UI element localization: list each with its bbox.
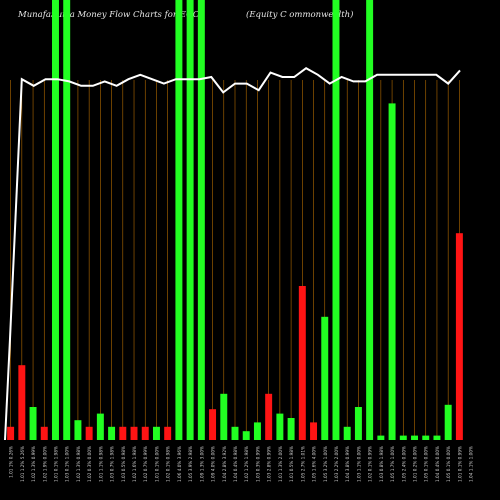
money-flow-bar <box>130 426 138 440</box>
money-flow-bar <box>310 422 318 440</box>
x-tick-label: 1.03 0.1% 1.00% <box>65 446 70 482</box>
money-flow-bar <box>399 435 407 440</box>
money-flow-bar <box>141 426 149 440</box>
x-tick-label: 1.02 0.1% 0.98% <box>166 446 171 482</box>
money-flow-bar <box>96 413 104 440</box>
money-flow-bar <box>321 316 329 440</box>
x-tick-label: 1.01 1.3% 2.00% <box>278 446 283 482</box>
x-tick-label: 1.02 0.1% 0.99% <box>368 446 373 482</box>
x-tick-label: 1.03 0.7% 1.98% <box>110 446 115 482</box>
x-tick-label: 1.02 0.7% 0.99% <box>143 446 148 482</box>
x-tick-label: 1.02 1.6% 1.98% <box>132 446 137 482</box>
x-tick-label: 1.01 0.1% 1.98% <box>53 446 58 482</box>
x-tick-label: 1.02 0.3% 0.00% <box>87 446 92 482</box>
money-flow-bar <box>175 0 183 440</box>
money-flow-bar <box>455 233 463 440</box>
money-flow-bar <box>242 431 250 440</box>
money-flow-bar <box>209 409 217 440</box>
money-flow-bar <box>108 426 116 440</box>
x-tick-label: 1.01 1.1% 0.98% <box>98 446 103 482</box>
x-tick-label: 1.09 4.0% 0.00% <box>211 446 216 482</box>
money-flow-bar <box>265 393 273 440</box>
x-tick-label: 1.03 0.3% 0.99% <box>255 446 260 482</box>
x-tick-label: 1.01 1% 0.26% <box>9 446 14 478</box>
money-flow-bar <box>164 426 172 440</box>
x-tick-label: 1.01 1.2% 5.26% <box>20 446 25 482</box>
money-flow-bar <box>152 426 160 440</box>
x-tick-label: 1.01 0.2% 0.00% <box>413 446 418 482</box>
x-tick-label: 1.03 0.5% 0.98% <box>121 446 126 482</box>
x-tick-label: 1.05 2.4% 0.00% <box>401 446 406 482</box>
x-tick-label: 1.05 0.1% 0.00% <box>446 446 451 482</box>
x-tick-label: 1.01 0.1% 0.00% <box>154 446 159 482</box>
money-flow-bar <box>444 404 452 440</box>
money-flow-bar <box>74 420 82 440</box>
x-tick-label: 1.05 3.9% 2.98% <box>188 446 193 482</box>
x-tick-label: 1.04 1.1% 1.00% <box>469 446 474 482</box>
chart-title: MunafaSutra Money Flow Charts for EQC <box>18 10 200 20</box>
money-flow-bar <box>366 0 374 440</box>
money-flow-bar <box>332 0 340 440</box>
x-tick-label: 1.01 0.1% 0.99% <box>457 446 462 482</box>
money-flow-bar <box>231 426 239 440</box>
money-flow-bar <box>411 435 418 440</box>
x-tick-label: 1.02 1.9% 0.00% <box>42 446 47 482</box>
x-tick-label: 1.03 2.2% 2.00% <box>334 446 339 482</box>
money-flow-bar <box>377 435 385 440</box>
x-tick-label: 1.04 3.8% 0.99% <box>345 446 350 482</box>
x-tick-label: 1.02 1.3% 0.98% <box>76 446 81 482</box>
money-flow-bar <box>85 426 93 440</box>
money-flow-bar <box>186 0 194 440</box>
money-flow-bar <box>287 418 295 440</box>
x-tick-label: 1.05 3.2% 1.00% <box>323 446 328 482</box>
x-tick-label: 1.09 1.3% 3.00% <box>199 446 204 482</box>
x-tick-label: 1.05 0.1% 0.00% <box>424 446 429 482</box>
money-flow-bar <box>343 426 351 440</box>
money-flow-bar <box>197 0 205 440</box>
money-flow-bar <box>63 0 71 440</box>
x-tick-label: 1.05 1.7% 1.00% <box>390 446 395 482</box>
money-flow-bar <box>422 435 430 440</box>
money-flow-bar <box>119 426 127 440</box>
money-flow-bar <box>388 103 396 441</box>
x-tick-label: 1.05 1.6% 4.00% <box>312 446 317 482</box>
money-flow-bar <box>298 286 306 440</box>
money-flow-bar <box>18 365 26 440</box>
x-tick-label: 1.04 0.4% 0.00% <box>435 446 440 482</box>
money-flow-bar <box>40 426 48 440</box>
x-tick-label: 1.03 0.8% 1.98% <box>379 446 384 482</box>
money-flow-bar <box>276 413 284 440</box>
money-flow-bar <box>354 407 362 440</box>
money-flow-bar <box>29 407 37 440</box>
money-flow-bar <box>220 393 228 440</box>
price-line <box>4 67 461 441</box>
x-tick-label: 1.06 4.0% 3.96% <box>177 446 182 482</box>
chart-subtitle: (Equity C ommonwealth) <box>246 10 354 20</box>
money-flow-bars <box>7 0 463 441</box>
money-flow-bar <box>253 422 261 440</box>
x-tick-label: 1.02 1.3% 0.99% <box>31 446 36 482</box>
x-tick-label: 1.03 1.1% 0.00% <box>356 446 361 482</box>
x-tick-label: 1.01 0.5% 1.98% <box>289 446 294 482</box>
x-tick-label: 1.04 2.8% 3.92% <box>222 446 227 482</box>
money-flow-bar <box>52 0 59 440</box>
x-tick-label: 1.02 1.2% 1.98% <box>244 446 249 482</box>
money-flow-bar <box>433 435 441 440</box>
money-flow-bar <box>7 426 15 440</box>
x-tick-label: 1.03 2.8% 0.99% <box>267 446 272 482</box>
x-tick-label: 1.04 0.4% 0.98% <box>233 446 238 482</box>
x-axis-labels: 1.01 1% 0.26% 1.01 1.2% 5.26% 1.02 1.3% 0.… <box>9 446 474 482</box>
x-tick-label: 1.05 2.7% 1.01% <box>300 446 305 482</box>
